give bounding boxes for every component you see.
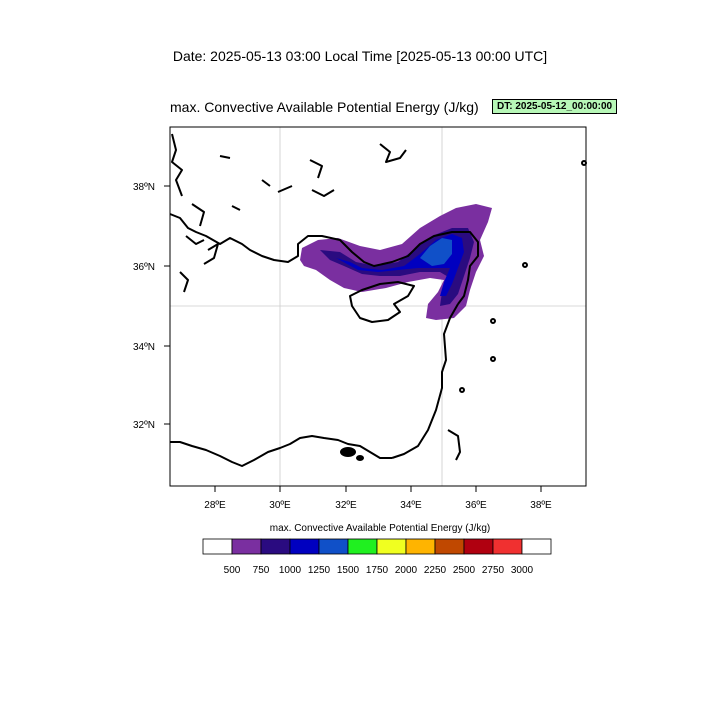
date-title: Date: 2025-05-13 03:00 Local Time [2025-… — [172, 48, 548, 64]
coast-islet-1 — [522, 262, 528, 268]
colorbar-swatch — [318, 538, 349, 555]
colorbar-swatch — [231, 538, 262, 555]
colorbar-label: 2250 — [424, 565, 447, 576]
colorbar-swatch — [521, 538, 552, 555]
map-frame — [169, 126, 587, 487]
coast-north-africa — [170, 435, 392, 467]
colorbar-label: 3000 — [511, 565, 534, 576]
delta-lake-1 — [340, 447, 356, 457]
coast-anatolia — [169, 213, 479, 305]
colorbar-label: 1500 — [337, 565, 360, 576]
colorbar-swatch — [405, 538, 436, 555]
gridlines — [170, 127, 586, 486]
lat-axis: 38ºN 36ºN 34ºN 32ºN — [133, 182, 170, 431]
colorbar-label: 1250 — [308, 565, 331, 576]
cape-1250-region — [420, 238, 452, 266]
colorbar-swatch — [289, 538, 320, 555]
coast-islet-4 — [459, 387, 465, 393]
lon-tick-label: 28ºE — [204, 500, 226, 511]
nile-delta-lakes — [340, 447, 364, 461]
coastlines — [169, 133, 587, 467]
colorbar-title: max. Convective Available Potential Ener… — [269, 523, 491, 534]
colorbar-swatch — [347, 538, 378, 555]
dt-badge: DT: 2025-05-12_00:00:00 — [492, 99, 618, 114]
lat-tick-label: 38ºN — [133, 182, 155, 193]
colorbar-label: 2500 — [453, 565, 476, 576]
coast-islet-2 — [490, 318, 496, 324]
colorbar-swatch — [463, 538, 494, 555]
lon-tick-label: 36ºE — [465, 500, 487, 511]
colorbar-swatch — [260, 538, 291, 555]
colorbar-label: 750 — [253, 565, 270, 576]
colorbar: 500 750 1000 1250 1500 1750 2000 2250 2500 2750 30… — [202, 538, 552, 576]
lon-tick-label: 38ºE — [530, 500, 552, 511]
colorbar-label: 1750 — [366, 565, 389, 576]
lon-tick-label: 34ºE — [400, 500, 422, 511]
lat-tick-label: 32ºN — [133, 420, 155, 431]
lat-tick-label: 36ºN — [133, 262, 155, 273]
lat-tick-label: 34ºN — [133, 342, 155, 353]
lon-axis: 28ºE 30ºE 32ºE 34ºE 36ºE 38ºE — [204, 486, 552, 511]
coast-cyprus — [349, 281, 415, 323]
colorbar-swatch — [202, 538, 233, 555]
coast-islet-3 — [490, 356, 496, 362]
map-title: max. Convective Available Potential Ener… — [170, 99, 479, 115]
colorbar-label: 2750 — [482, 565, 505, 576]
colorbar-label: 2000 — [395, 565, 418, 576]
lon-tick-label: 32ºE — [335, 500, 357, 511]
colorbar-swatch — [492, 538, 523, 555]
delta-lake-2 — [356, 455, 364, 461]
lon-tick-label: 30ºE — [269, 500, 291, 511]
colorbar-swatch — [376, 538, 407, 555]
coast-levant — [391, 303, 459, 459]
colorbar-label: 1000 — [279, 565, 302, 576]
colorbar-label: 500 — [224, 565, 241, 576]
coast-islet-5 — [581, 160, 587, 166]
colorbar-swatch — [434, 538, 465, 555]
coast-islands-west — [171, 133, 461, 461]
